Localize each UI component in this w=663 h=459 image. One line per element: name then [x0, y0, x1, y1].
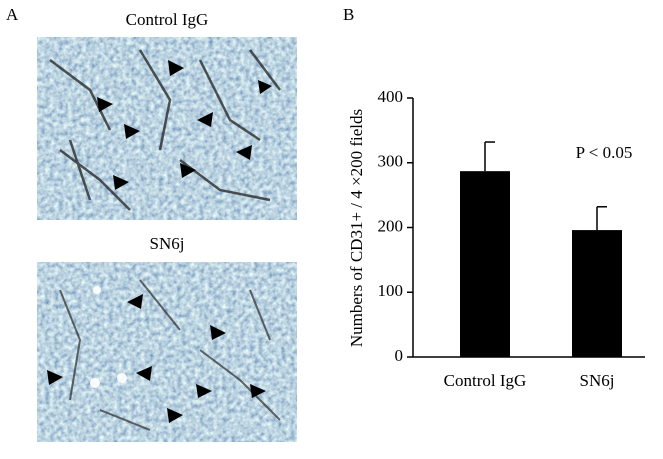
annotation: P < 0.05 [576, 143, 633, 162]
image-title: Control IgG [126, 10, 209, 29]
bar [460, 171, 510, 357]
x-tick-label: Control IgG [444, 371, 527, 390]
y-tick-label: 400 [378, 87, 404, 106]
micrograph [37, 262, 297, 442]
bar [572, 230, 622, 357]
y-tick-label: 0 [395, 346, 404, 365]
panel-label: B [343, 5, 354, 24]
image-title: SN6j [150, 234, 185, 253]
x-tick-label: SN6j [580, 371, 615, 390]
y-tick-label: 300 [378, 152, 404, 171]
panel-label: A [6, 5, 19, 24]
micrograph [37, 37, 297, 220]
y-tick-label: 100 [378, 281, 404, 300]
y-axis-label: Numbers of CD31+ / 4 ×200 fields [347, 109, 366, 347]
y-tick-label: 200 [378, 216, 404, 235]
